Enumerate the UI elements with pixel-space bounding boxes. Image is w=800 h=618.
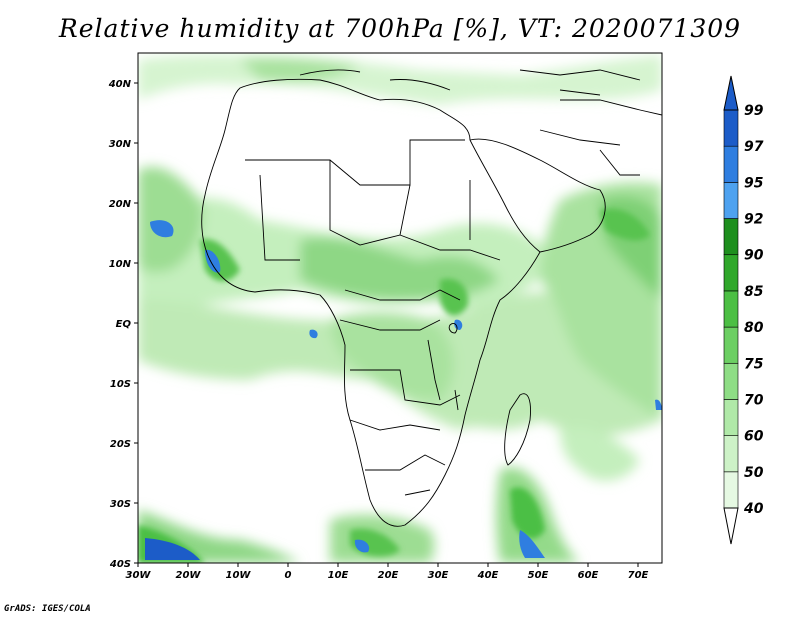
lon-label: 60E — [578, 570, 599, 581]
lon-label: 40E — [477, 570, 499, 581]
lat-label: 20N — [109, 199, 132, 210]
lon-label: 0 — [285, 570, 292, 581]
colorbar-segment — [723, 145, 739, 183]
colorbar: 40 50 60 70 75 80 85 90 92 95 97 99 — [723, 75, 764, 545]
colorbar-segment — [723, 109, 739, 147]
latitude-labels: 40N 30N 20N 10N EQ 10S 20S 30S 40S — [108, 79, 132, 570]
longitude-labels: 30W 20W 10W 0 10E 20E 30E 40E 50E 60E 70… — [126, 570, 649, 581]
lon-label: 10W — [226, 570, 252, 581]
lat-label: 30N — [109, 139, 132, 150]
colorbar-segment — [723, 254, 739, 292]
grads-credit: GrADS: IGES/COLA — [4, 604, 91, 614]
colorbar-label: 92 — [744, 212, 763, 228]
lat-label: 10N — [109, 259, 132, 270]
lon-label: 20E — [378, 570, 399, 581]
lon-label: 30E — [428, 570, 449, 581]
humidity-field — [138, 53, 662, 563]
colorbar-label: 70 — [744, 392, 764, 408]
colorbar-segment — [723, 218, 739, 256]
lat-label: 40S — [109, 559, 131, 570]
colorbar-label: 40 — [743, 501, 764, 517]
colorbar-label: 90 — [744, 248, 764, 264]
colorbar-top-arrow — [723, 75, 739, 111]
colorbar-labels: 40 50 60 70 75 80 85 90 92 95 97 99 — [743, 103, 764, 517]
colorbar-bottom-arrow — [723, 507, 739, 545]
country-borders — [201, 69, 662, 527]
lat-label: 10S — [110, 379, 131, 390]
lat-label: 20S — [110, 439, 131, 450]
colorbar-segment — [723, 182, 739, 219]
lon-label: 30W — [126, 570, 152, 581]
axis-ticks — [134, 82, 639, 567]
colorbar-label: 99 — [744, 103, 764, 119]
colorbar-label: 75 — [744, 356, 764, 372]
colorbar-label: 50 — [744, 465, 764, 481]
colorbar-label: 80 — [744, 320, 764, 336]
colorbar-segment — [723, 399, 739, 436]
colorbar-segment — [723, 290, 739, 328]
colorbar-segment — [723, 362, 739, 400]
colorbar-segment — [723, 435, 739, 473]
lat-label: EQ — [116, 319, 132, 330]
map-title: Relative humidity at 700hPa [%], VT: 202… — [58, 14, 742, 43]
lat-label: 40N — [108, 79, 132, 90]
colorbar-segments — [723, 109, 739, 509]
colorbar-label: 85 — [744, 284, 764, 300]
colorbar-label: 97 — [744, 139, 764, 155]
lon-label: 70E — [628, 570, 649, 581]
lat-label: 30S — [110, 499, 131, 510]
plot-frame — [137, 52, 663, 564]
colorbar-label: 95 — [744, 175, 764, 191]
colorbar-segment — [723, 326, 739, 364]
colorbar-segment — [723, 471, 739, 509]
lon-label: 20W — [176, 570, 202, 581]
colorbar-label: 60 — [744, 429, 764, 445]
lon-label: 10E — [328, 570, 349, 581]
lon-label: 50E — [528, 570, 549, 581]
